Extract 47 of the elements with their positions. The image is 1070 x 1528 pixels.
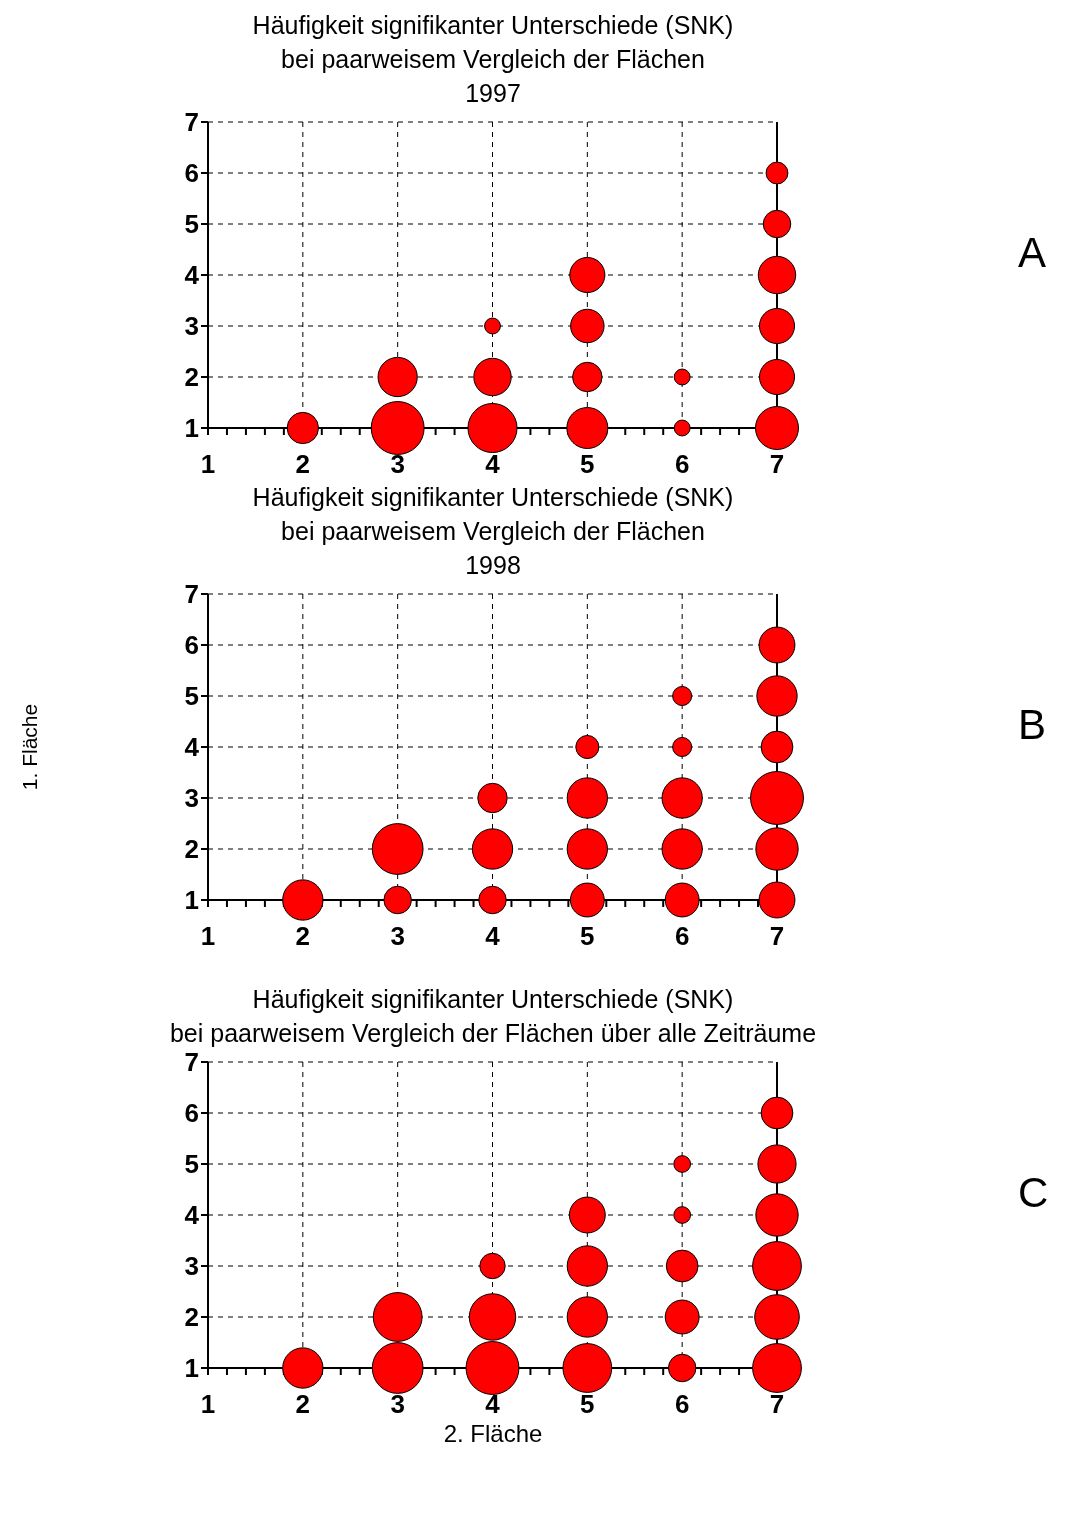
y-tick-label: 4 (184, 260, 200, 291)
y-tick-label: 3 (184, 783, 199, 814)
chart-title: Häufigkeit signifikanter Unterschiede (SNK) bei paarweisem Vergleich der Flächen 1998 (252, 482, 734, 581)
chart-title: Häufigkeit signifikanter Unterschiede (SNK) bei paarweisem Vergleich der Flächen 1997 (252, 10, 734, 109)
x-tick-label: 7 (769, 921, 785, 952)
x-tick-label: 2 (295, 449, 311, 480)
text: A (1018, 229, 1047, 278)
x-tick-label: 7 (769, 1389, 785, 1420)
x-tick-label: 5 (580, 449, 595, 480)
y-tick-label: 6 (184, 1098, 199, 1129)
x-tick-label: 7 (769, 449, 785, 480)
x-tick-label: 5 (580, 1389, 595, 1420)
x-tick-label: 3 (390, 1389, 405, 1420)
y-tick-label: 6 (184, 158, 199, 189)
y-tick-label: 3 (184, 1251, 199, 1282)
x-tick-label: 4 (485, 449, 501, 480)
x-tick-label: 5 (580, 921, 595, 952)
y-tick-label: 6 (184, 630, 199, 661)
y-tick-label: 5 (184, 209, 199, 240)
x-tick-label: 4 (485, 921, 501, 952)
x-tick-label: 2 (295, 1389, 311, 1420)
y-tick-label: 7 (184, 579, 199, 610)
y-tick-label: 1 (184, 885, 199, 916)
text: B (1018, 701, 1047, 750)
y-tick-label: 1 (184, 1353, 199, 1384)
x-axis-title: 2. Fläche (442, 1420, 544, 1448)
x-tick-label: 6 (674, 1389, 690, 1420)
text: C (1018, 1169, 1049, 1218)
x-tick-label: 3 (390, 449, 405, 480)
y-tick-label: 5 (184, 1149, 199, 1180)
y-tick-label: 3 (184, 311, 199, 342)
chart-title: Häufigkeit signifikanter Unterschiede (SNK) bei paarweisem Vergleich der Flächen über alle Zeiträume (169, 984, 817, 1047)
y-tick-label: 7 (184, 107, 199, 138)
x-tick-label: 6 (674, 449, 690, 480)
x-tick-label: 2 (295, 921, 311, 952)
y-tick-label: 7 (184, 1047, 199, 1078)
y-tick-label: 2 (184, 362, 199, 393)
y-axis-title: 1. Fläche (18, 703, 42, 791)
x-tick-label: 3 (390, 921, 405, 952)
y-tick-label: 5 (184, 681, 199, 712)
y-tick-label: 2 (184, 834, 199, 865)
y-tick-label: 2 (184, 1302, 199, 1333)
x-tick-label: 4 (485, 1389, 501, 1420)
x-tick-label: 6 (674, 921, 690, 952)
y-tick-label: 4 (184, 732, 200, 763)
y-tick-label: 4 (184, 1200, 200, 1231)
y-tick-label: 1 (184, 413, 199, 444)
